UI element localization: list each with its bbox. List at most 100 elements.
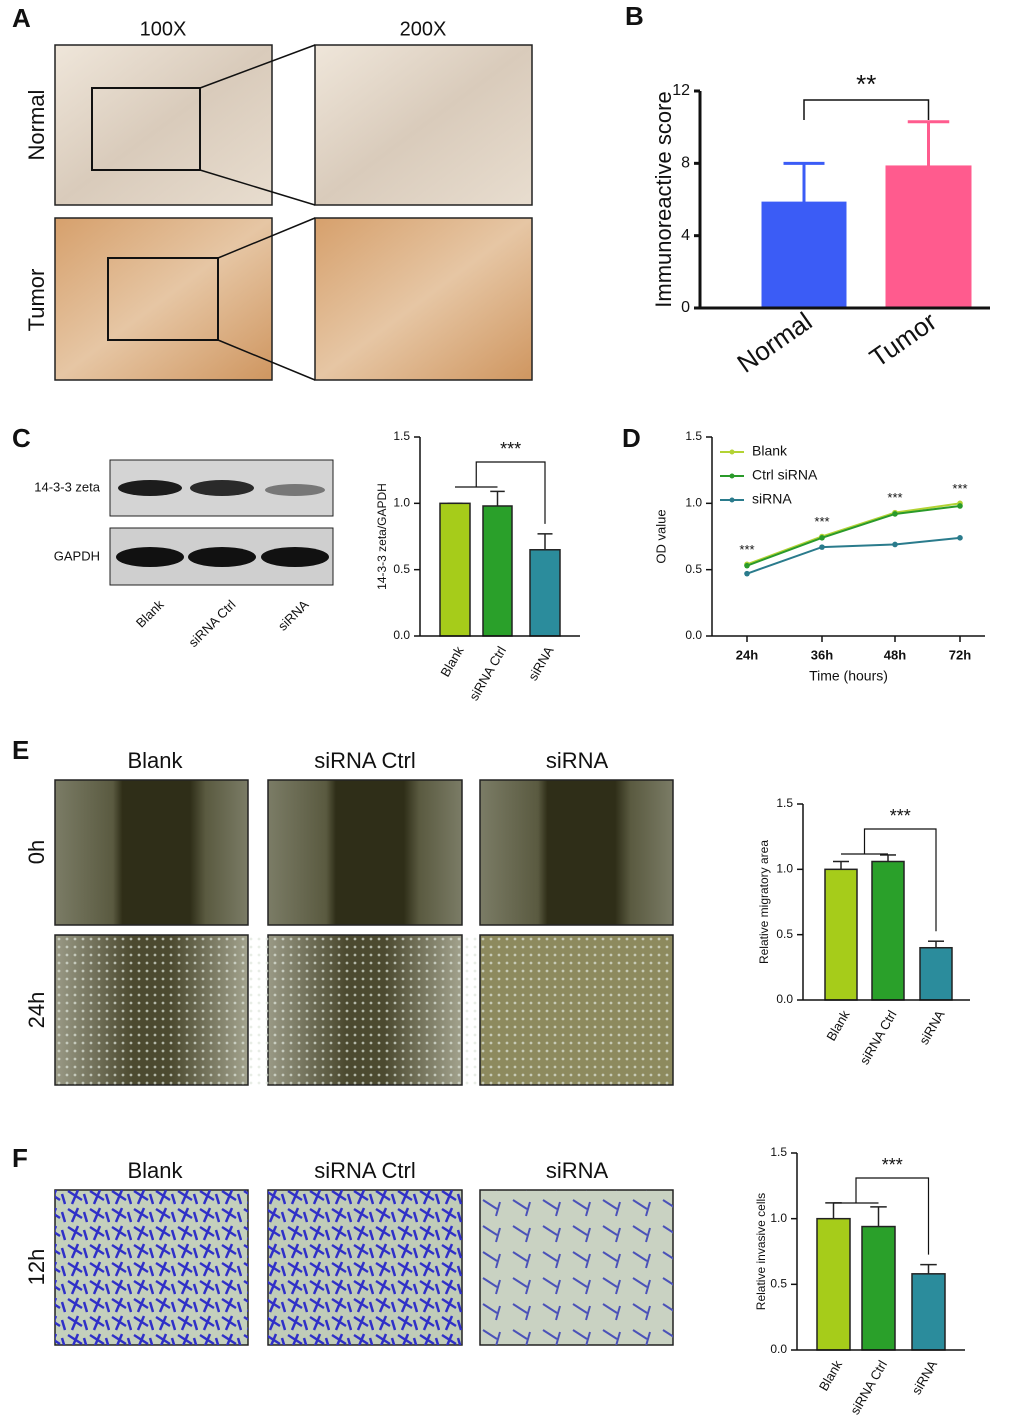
band: [116, 547, 184, 567]
y-tick-label: 1.0: [393, 496, 410, 510]
bar: [439, 502, 471, 637]
x-tick-label: siRNA Ctrl: [857, 1008, 900, 1068]
point: [819, 544, 825, 550]
x-tick-label: Blank: [816, 1357, 845, 1393]
y-tick-label: 0.0: [685, 628, 702, 642]
bar: [919, 946, 953, 1001]
y-tick-label: 1.5: [776, 796, 793, 810]
x-tick-label: Normal: [732, 306, 818, 379]
significance: ***: [887, 490, 902, 505]
significance: ***: [814, 514, 829, 529]
band: [261, 547, 329, 567]
y-tick-label: 4: [681, 227, 690, 244]
band: [190, 480, 254, 496]
panel-label: E: [12, 735, 29, 765]
x-tick-label: siRNA Ctrl: [466, 644, 509, 704]
significance: **: [856, 69, 876, 99]
point: [744, 570, 750, 577]
row-label: Tumor: [24, 269, 49, 332]
cell-texture: [480, 1190, 673, 1345]
cell-texture: [268, 1190, 462, 1345]
bar: [529, 549, 561, 637]
wound-image: [479, 779, 674, 926]
column-title: Blank: [127, 1158, 183, 1183]
significance-bracket: [803, 99, 930, 120]
point: [957, 503, 963, 509]
lane-label: Blank: [133, 597, 167, 631]
x-tick-label: siRNA: [916, 1007, 948, 1047]
panel-label: D: [622, 423, 641, 453]
panel-f-images: [54, 1189, 674, 1346]
point: [744, 562, 750, 569]
y-axis-label: Relative invasive cells: [754, 1193, 768, 1310]
row-label: Normal: [24, 90, 49, 161]
y-tick-label: 1.0: [776, 862, 793, 876]
column-title: siRNA Ctrl: [314, 748, 415, 773]
significance: ***: [500, 439, 521, 459]
point: [819, 535, 825, 541]
y-tick-label: 1.5: [770, 1145, 787, 1159]
band: [188, 547, 256, 567]
significance: ***: [952, 481, 967, 496]
y-tick-label: 0.5: [393, 562, 410, 576]
panel-e-images: [54, 779, 674, 1086]
significance-bracket: [455, 461, 546, 524]
point: [957, 535, 963, 541]
bar: [816, 1217, 851, 1351]
cell-texture: [55, 935, 673, 1085]
ihc-image: [314, 44, 533, 206]
wound-image: [267, 779, 463, 926]
row-label: 12h: [24, 1249, 49, 1286]
zoom-box: [91, 87, 201, 171]
point: [892, 511, 898, 517]
y-tick-label: 0.5: [776, 927, 793, 941]
band: [118, 480, 182, 496]
y-axis-label: Immunoreactive score: [651, 91, 676, 307]
x-tick-label: 36h: [811, 647, 833, 662]
x-tick-label: siRNA Ctrl: [847, 1358, 890, 1418]
panel-label: F: [12, 1143, 28, 1173]
y-tick-label: 0.0: [776, 992, 793, 1006]
column-title: 200X: [400, 18, 447, 40]
x-tick-label: Tumor: [864, 306, 942, 373]
x-tick-label: Blank: [437, 643, 466, 679]
y-tick-label: 0: [681, 299, 690, 316]
band: [265, 484, 325, 496]
y-tick-label: 0.5: [770, 1277, 787, 1291]
wound-image: [54, 779, 249, 926]
bar: [482, 505, 513, 637]
series-line: [746, 502, 961, 566]
point: [892, 541, 898, 548]
ihc-image: [54, 217, 273, 381]
ihc-image: [314, 217, 533, 381]
column-title: siRNA: [546, 748, 609, 773]
legend-label: siRNA: [752, 491, 792, 507]
y-tick-label: 0.0: [393, 628, 410, 642]
bar: [911, 1273, 946, 1351]
significance: ***: [882, 1155, 903, 1175]
lane-label: siRNA: [275, 597, 312, 634]
zoom-box: [107, 257, 219, 341]
y-axis-label: Relative migratory area: [757, 840, 771, 964]
significance: ***: [739, 542, 754, 557]
y-tick-label: 1.5: [685, 429, 702, 443]
cell-texture: [55, 1190, 248, 1345]
significance-bracket: [833, 1177, 930, 1255]
panel-c-blot: [109, 459, 334, 586]
y-tick-label: 1.5: [393, 429, 410, 443]
series-line: [746, 504, 961, 567]
zoom-line: [199, 44, 316, 381]
panel-label: C: [12, 423, 31, 453]
y-tick-label: 0.0: [770, 1342, 787, 1356]
panel-label: A: [12, 3, 31, 33]
panel-label: B: [625, 1, 644, 31]
bar: [861, 1225, 896, 1351]
x-tick-label: siRNA: [909, 1357, 941, 1397]
row-label: 0h: [24, 840, 49, 864]
y-tick-label: 0.5: [685, 562, 702, 576]
x-tick-label: 72h: [949, 647, 971, 662]
column-title: siRNA: [546, 1158, 609, 1183]
lane-label: siRNA Ctrl: [186, 597, 239, 650]
